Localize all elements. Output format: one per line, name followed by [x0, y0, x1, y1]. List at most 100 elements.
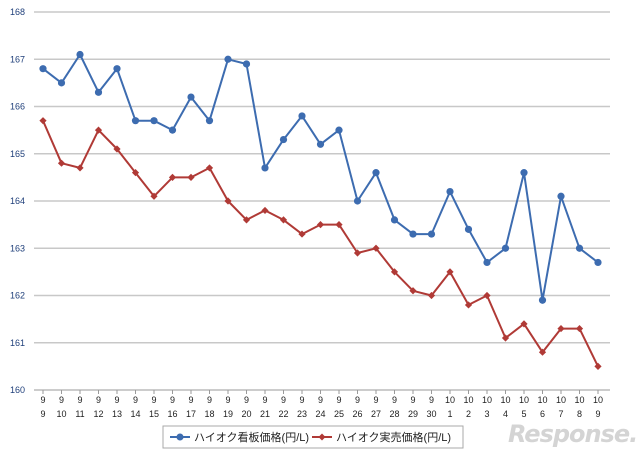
- x-tick-day: 16: [167, 409, 177, 419]
- x-tick-month: 10: [482, 395, 492, 405]
- x-tick-month: 9: [355, 395, 360, 405]
- series-markers: [39, 50, 602, 370]
- y-tick-label: 166: [10, 102, 25, 112]
- data-point: [76, 164, 84, 172]
- x-tick-month: 10: [593, 395, 603, 405]
- x-tick-day: 6: [540, 409, 545, 419]
- data-point: [279, 135, 288, 144]
- x-tick-month: 9: [318, 395, 323, 405]
- x-tick-day: 14: [130, 409, 140, 419]
- x-tick-month: 9: [392, 395, 397, 405]
- data-point: [76, 50, 84, 59]
- x-tick-month: 9: [244, 395, 249, 405]
- x-tick-month: 9: [40, 395, 45, 405]
- y-tick-label: 167: [10, 54, 25, 64]
- data-point: [409, 287, 417, 295]
- data-point: [279, 216, 288, 224]
- data-point: [94, 126, 103, 134]
- data-point: [224, 197, 232, 205]
- data-point: [372, 169, 380, 177]
- y-tick-label: 161: [10, 338, 25, 348]
- x-tick-day: 4: [503, 409, 508, 419]
- data-point: [261, 206, 269, 215]
- x-tick-day: 24: [315, 409, 325, 419]
- x-tick-day: 25: [334, 409, 344, 419]
- data-point: [131, 117, 140, 125]
- data-point: [501, 244, 510, 252]
- data-point: [520, 320, 528, 328]
- x-tick-month: 10: [537, 395, 547, 405]
- data-point: [372, 244, 380, 252]
- x-tick-day: 21: [260, 409, 270, 419]
- data-point: [150, 192, 158, 200]
- x-tick-month: 9: [96, 395, 101, 405]
- x-tick-month: 9: [281, 395, 286, 405]
- data-point: [242, 216, 251, 224]
- series-lines: [42, 53, 599, 367]
- data-point: [298, 230, 306, 238]
- data-point: [557, 324, 565, 333]
- x-tick-month: 10: [463, 395, 473, 405]
- data-point: [168, 126, 177, 134]
- data-point: [261, 164, 269, 172]
- x-tick-month: 10: [556, 395, 566, 405]
- data-point: [390, 216, 399, 224]
- x-tick-month: 9: [225, 395, 230, 405]
- x-tick-month: 9: [299, 395, 304, 405]
- legend-label-2: ハイオク実売価格(円/L): [336, 430, 451, 444]
- data-point: [316, 221, 325, 229]
- x-tick-month: 9: [262, 395, 267, 405]
- x-tick-month: 10: [519, 395, 529, 405]
- data-point: [353, 249, 362, 257]
- y-tick-label: 164: [10, 196, 25, 206]
- data-point: [464, 225, 473, 233]
- data-point: [409, 230, 417, 238]
- x-tick-day: 12: [93, 409, 103, 419]
- data-point: [427, 230, 436, 238]
- data-point: [390, 268, 399, 276]
- x-tick-day: 28: [389, 409, 399, 419]
- x-tick-day: 5: [521, 409, 526, 419]
- x-tick-month: 9: [151, 395, 156, 405]
- x-tick-day: 20: [241, 409, 251, 419]
- x-tick-day: 3: [484, 409, 489, 419]
- response-watermark: Response.: [508, 420, 638, 448]
- x-tick-month: 9: [207, 395, 212, 405]
- data-point: [538, 348, 547, 356]
- y-tick-label: 163: [10, 243, 25, 253]
- y-tick-label: 165: [10, 149, 25, 159]
- data-point: [150, 117, 158, 125]
- data-point: [113, 65, 121, 73]
- x-tick-month: 9: [170, 395, 175, 405]
- data-point: [446, 187, 454, 196]
- data-point: [298, 112, 306, 120]
- series-line-2: [42, 120, 599, 367]
- data-point: [520, 169, 528, 177]
- data-point: [224, 55, 232, 63]
- data-point: [427, 291, 436, 300]
- x-tick-day: 19: [223, 409, 233, 419]
- data-point: [464, 301, 473, 309]
- x-axis: [34, 389, 610, 394]
- legend-label-1: ハイオク看板価格(円/L): [194, 430, 309, 444]
- x-tick-day: 23: [297, 409, 307, 419]
- data-point: [446, 268, 454, 276]
- x-tick-day: 11: [75, 409, 84, 419]
- x-tick-day: 9: [40, 409, 45, 419]
- data-point: [187, 173, 195, 181]
- x-tick-day: 15: [149, 409, 159, 419]
- x-tick-month: 9: [77, 395, 82, 405]
- x-tick-month: 9: [410, 395, 415, 405]
- y-tick-label: 168: [10, 7, 25, 17]
- x-axis-ticks: 9991091191291391491591691791891992092192…: [40, 395, 603, 419]
- data-point: [57, 159, 66, 167]
- x-tick-month: 9: [114, 395, 119, 405]
- x-tick-month: 9: [336, 395, 341, 405]
- x-tick-month: 9: [429, 395, 434, 405]
- x-tick-day: 7: [558, 409, 563, 419]
- y-axis-ticks: 160 161 162 163 164 165 166 167 168: [10, 7, 25, 395]
- x-tick-month: 9: [59, 395, 64, 405]
- data-point: [168, 173, 177, 181]
- data-point: [94, 88, 103, 96]
- data-point: [131, 169, 140, 177]
